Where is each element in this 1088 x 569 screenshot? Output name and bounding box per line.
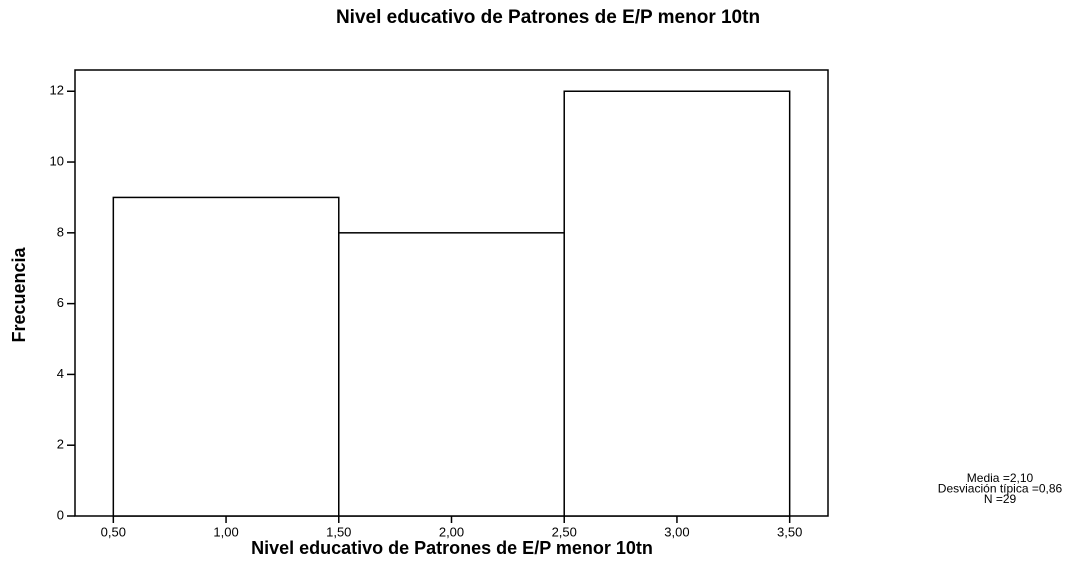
bar — [112, 196, 340, 517]
x-axis-label: Nivel educativo de Patrones de E/P menor… — [251, 538, 653, 558]
x-tick-label: 2,00 — [439, 524, 464, 539]
x-tick-label: 3,00 — [664, 524, 689, 539]
bar — [563, 90, 791, 517]
y-tick-label: 6 — [57, 295, 64, 310]
chart-title: Nivel educativo de Patrones de E/P menor… — [336, 7, 760, 28]
x-tick-label: 1,00 — [213, 524, 238, 539]
y-tick-label: 4 — [57, 366, 64, 381]
y-tick-label: 12 — [50, 83, 64, 98]
x-tick-label: 1,50 — [326, 524, 351, 539]
x-tick-label: 2,50 — [552, 524, 577, 539]
y-tick-label: 10 — [50, 153, 64, 168]
x-tick-label: 0,50 — [101, 524, 126, 539]
stat-label: N =29 — [984, 492, 1017, 506]
bar — [338, 232, 565, 517]
x-tick-label: 3,50 — [777, 524, 802, 539]
y-axis-label: Frecuencia — [9, 246, 29, 342]
stat-label: Desviación típica =0,86 — [938, 482, 1063, 496]
y-tick-label: 8 — [57, 224, 64, 239]
stat-label: Media =2,10 — [967, 471, 1034, 485]
y-tick-label: 0 — [57, 507, 64, 522]
y-tick-label: 2 — [57, 437, 64, 452]
